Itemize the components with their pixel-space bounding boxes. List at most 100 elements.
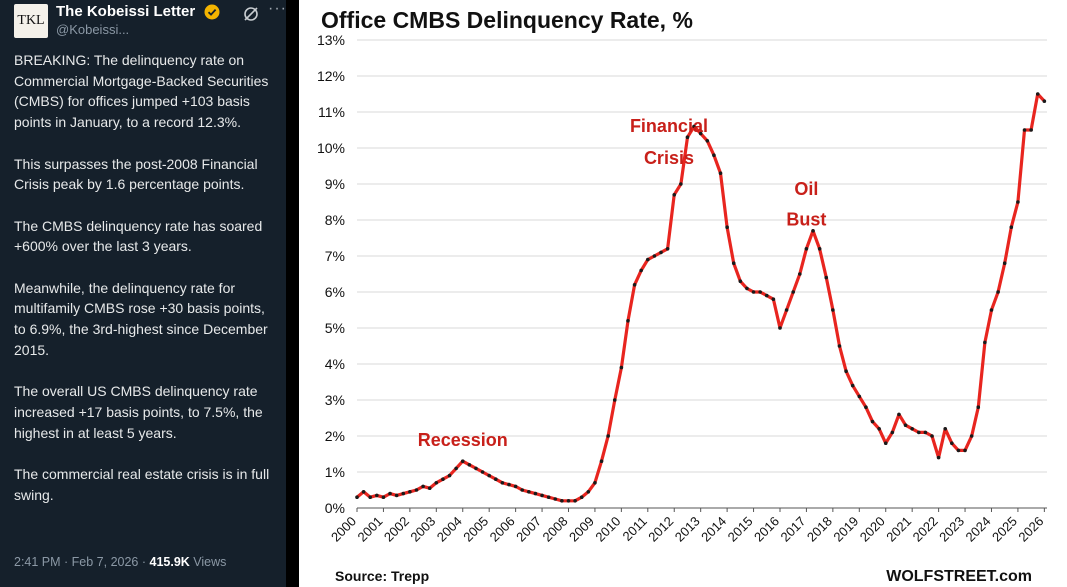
data-point xyxy=(817,247,822,251)
x-tick-label: 2015 xyxy=(725,514,756,545)
data-point xyxy=(811,229,815,233)
grok-icon[interactable] xyxy=(242,5,260,23)
x-tick-label: 2008 xyxy=(540,514,571,545)
tweet-paragraph: This surpasses the post-2008 Financial C… xyxy=(14,155,258,193)
data-point xyxy=(612,398,617,402)
y-tick-label: 0% xyxy=(325,500,345,516)
more-icon[interactable]: ··· xyxy=(268,0,287,17)
data-point xyxy=(771,297,776,302)
x-tick-label: 2021 xyxy=(883,514,914,545)
tweet-paragraph: The commercial real estate crisis is in … xyxy=(14,465,270,503)
data-point xyxy=(480,470,485,474)
data-point xyxy=(606,434,610,438)
data-point xyxy=(454,466,458,471)
chart-panel: Office CMBS Delinquency Rate, % 0% 1% 2% 3% 4… xyxy=(299,0,1067,587)
data-point xyxy=(421,484,425,489)
tweet-timestamp[interactable]: 2:41 PM · Feb 7, 2026 · xyxy=(14,555,150,569)
x-tick-label: 2017 xyxy=(777,514,808,545)
y-tick-label: 3% xyxy=(325,392,345,408)
data-point xyxy=(791,290,796,294)
annotation: Bust xyxy=(786,209,826,229)
data-point xyxy=(540,493,544,498)
data-point xyxy=(599,459,604,464)
data-point xyxy=(784,308,789,312)
data-point xyxy=(745,286,749,291)
data-point xyxy=(447,473,452,478)
data-point xyxy=(857,394,862,399)
data-point xyxy=(963,448,967,453)
data-point xyxy=(659,250,663,255)
data-point xyxy=(804,247,809,251)
data-point xyxy=(533,491,538,496)
tweet-paragraph: BREAKING: The delinquency rate on Commer… xyxy=(14,52,269,131)
data-point xyxy=(427,486,432,491)
data-point xyxy=(553,497,558,501)
avatar[interactable]: TKL xyxy=(14,4,48,38)
data-point xyxy=(712,153,716,157)
tweet-paragraph: The overall US CMBS delinquency rate inc… xyxy=(14,383,263,441)
data-point xyxy=(698,131,703,136)
data-point xyxy=(493,477,498,482)
y-tick-label: 12% xyxy=(317,68,345,84)
x-tick-label: 2005 xyxy=(460,514,491,545)
data-point xyxy=(996,290,1000,294)
data-point xyxy=(401,491,406,496)
x-tick-label: 2003 xyxy=(407,514,438,545)
annotation: Recession xyxy=(418,430,508,450)
x-tick-label: 2012 xyxy=(645,514,676,545)
chart: Office CMBS Delinquency Rate, % 0% 1% 2% 3% 4… xyxy=(317,7,1047,585)
data-point xyxy=(738,279,743,284)
annotation: Oil xyxy=(794,179,818,199)
chart-title: Office CMBS Delinquency Rate, % xyxy=(321,7,693,33)
data-point xyxy=(361,490,366,494)
data-point xyxy=(665,247,670,251)
data-point xyxy=(718,171,723,175)
data-point xyxy=(870,419,875,424)
x-tick-label: 2004 xyxy=(434,514,465,545)
data-point xyxy=(930,434,934,438)
data-point xyxy=(573,499,577,503)
tweet-header: TKL The Kobeissi Letter ··· @Kobeissi... xyxy=(12,0,286,42)
data-point xyxy=(626,319,630,323)
data-point xyxy=(989,308,994,312)
data-point xyxy=(764,293,769,298)
data-point xyxy=(679,182,683,186)
data-point xyxy=(388,491,392,496)
x-tick-label: 2018 xyxy=(804,514,835,545)
data-point xyxy=(646,257,650,262)
tweet-text: BREAKING: The delinquency rate on Commer… xyxy=(14,50,276,526)
data-point xyxy=(976,405,981,410)
data-point xyxy=(890,430,895,435)
y-tick-label: 9% xyxy=(325,176,345,192)
data-point xyxy=(513,484,518,489)
data-point xyxy=(460,459,465,464)
y-tick-label: 2% xyxy=(325,428,345,444)
x-tick-label: 2002 xyxy=(381,514,412,545)
x-tick-label: 2001 xyxy=(355,514,386,545)
data-point xyxy=(1035,92,1040,96)
data-point xyxy=(1009,225,1014,229)
tweet-paragraph: Meanwhile, the delinquency rate for mult… xyxy=(14,279,268,358)
data-point xyxy=(1042,99,1047,103)
data-point xyxy=(1002,261,1007,266)
author-name[interactable]: The Kobeissi Letter xyxy=(56,3,196,20)
data-point xyxy=(527,490,531,494)
data-point xyxy=(864,405,868,410)
data-point xyxy=(652,254,657,258)
data-point xyxy=(837,344,842,348)
data-point xyxy=(903,423,908,428)
data-point xyxy=(579,495,584,500)
data-point xyxy=(758,290,762,294)
data-point xyxy=(883,441,888,446)
data-point xyxy=(355,495,359,500)
x-tick-label: 2020 xyxy=(857,514,888,545)
data-point xyxy=(375,493,379,498)
author-handle[interactable]: @Kobeissi... xyxy=(56,22,130,37)
x-tick-label: 2000 xyxy=(328,514,359,545)
data-point xyxy=(731,261,736,266)
data-point xyxy=(566,499,571,503)
x-tick-label: 2022 xyxy=(910,514,941,545)
data-point xyxy=(441,477,445,482)
y-tick-label: 8% xyxy=(325,212,345,228)
data-point xyxy=(507,482,511,487)
